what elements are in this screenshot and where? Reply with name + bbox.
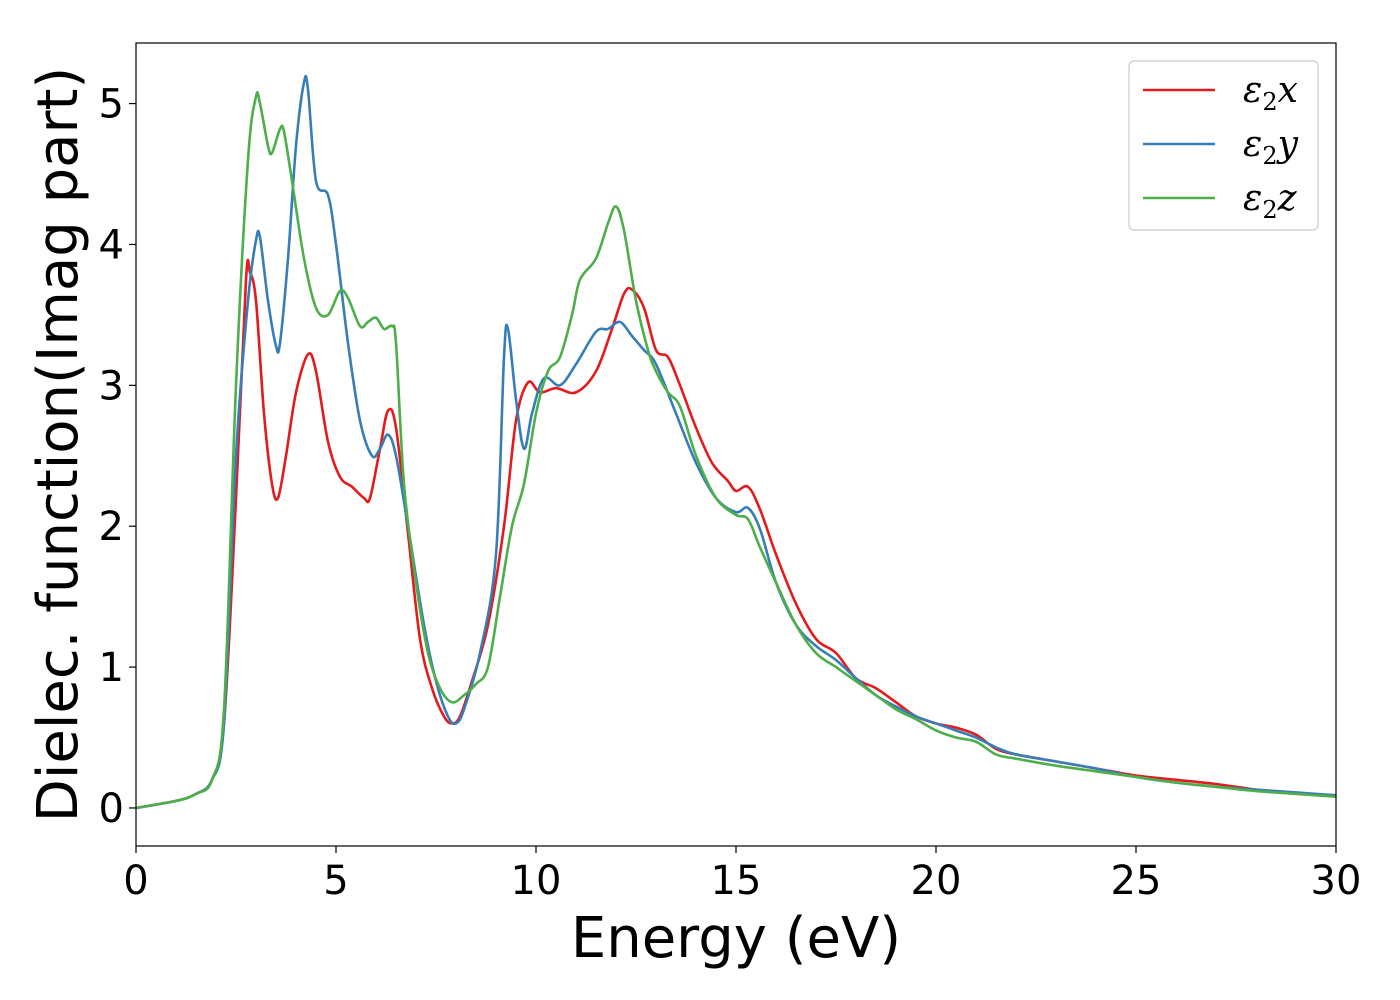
x-axis-ticks: 0 5 10 15 20 25 30 bbox=[123, 846, 1361, 904]
y-axis-ticks: 0 1 2 3 4 5 bbox=[99, 82, 136, 832]
legend-label-x: ε2x bbox=[1243, 70, 1298, 116]
y-tick-label: 3 bbox=[99, 363, 124, 409]
legend-label-suffix: y bbox=[1276, 124, 1299, 165]
series-line-y bbox=[136, 74, 1336, 810]
legend-label-y: ε2y bbox=[1243, 124, 1299, 170]
legend-label-subscript: 2 bbox=[1262, 88, 1277, 116]
y-tick-label: 2 bbox=[99, 504, 124, 550]
series-layer bbox=[136, 74, 1336, 810]
legend-label-subscript: 2 bbox=[1262, 142, 1277, 170]
legend-label-subscript: 2 bbox=[1262, 196, 1277, 224]
x-tick-label: 20 bbox=[911, 858, 962, 904]
y-tick-label: 1 bbox=[99, 645, 124, 691]
x-tick-label: 0 bbox=[123, 858, 148, 904]
x-axis-title: Energy (eV) bbox=[571, 906, 901, 971]
legend-label-suffix: x bbox=[1278, 70, 1298, 111]
legend-box bbox=[1128, 60, 1319, 231]
series-line-z bbox=[136, 91, 1336, 810]
x-tick-label: 30 bbox=[1311, 858, 1362, 904]
y-axis-title: Dielec. function(Imag part) bbox=[26, 67, 91, 823]
legend-label-base: ε bbox=[1243, 124, 1262, 165]
x-tick-label: 15 bbox=[711, 858, 762, 904]
legend-label-base: ε bbox=[1243, 178, 1262, 219]
x-tick-label: 5 bbox=[323, 858, 348, 904]
legend-label-suffix: z bbox=[1277, 178, 1298, 219]
y-tick-label: 4 bbox=[99, 222, 124, 268]
legend-label-z: ε2z bbox=[1243, 178, 1298, 224]
y-tick-label: 0 bbox=[99, 786, 124, 832]
x-tick-label: 10 bbox=[511, 858, 562, 904]
x-tick-label: 25 bbox=[1111, 858, 1162, 904]
legend-label-base: ε bbox=[1243, 70, 1262, 111]
y-tick-label: 5 bbox=[99, 82, 124, 128]
